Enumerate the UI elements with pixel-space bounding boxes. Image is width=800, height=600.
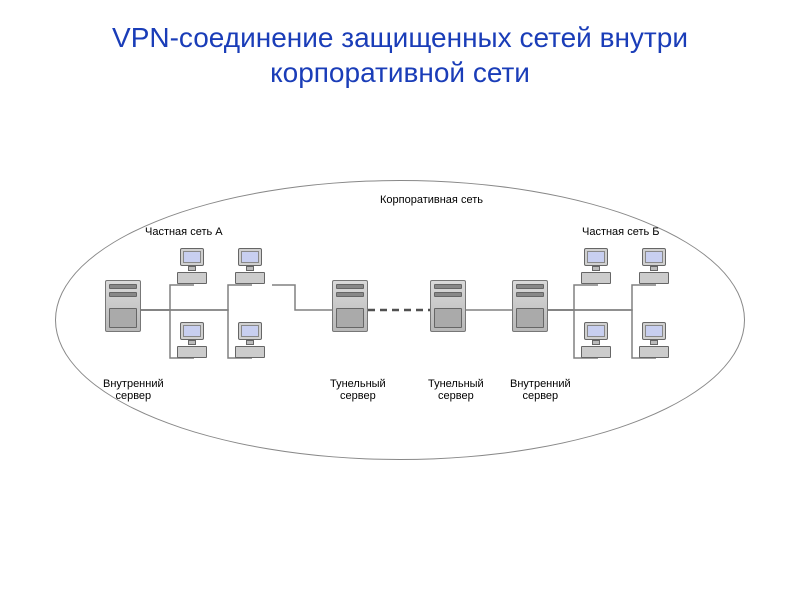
pc-icon [578,248,618,288]
server-icon [105,280,141,340]
label-net-a: Частная сеть А [145,226,223,238]
label-inner-server-b: Внутреннийсервер [510,378,571,402]
pc-icon [636,322,676,362]
pc-icon [578,322,618,362]
label-tunnel-server-b: Тунельныйсервер [428,378,484,402]
network-diagram: Корпоративная сеть Частная сеть А Частная … [0,150,800,530]
server-icon [430,280,466,340]
slide-title: VPN-соединение защищенных сетей внутри к… [0,0,800,100]
pc-icon [636,248,676,288]
label-net-b: Частная сеть Б [582,226,660,238]
pc-icon [232,248,272,288]
label-tunnel-server-a: Тунельныйсервер [330,378,386,402]
pc-icon [174,248,214,288]
server-icon [512,280,548,340]
label-inner-server-a: Внутреннийсервер [103,378,164,402]
pc-icon [232,322,272,362]
corporate-cloud-ellipse [55,180,745,460]
server-icon [332,280,368,340]
label-corp-network: Корпоративная сеть [380,194,483,206]
pc-icon [174,322,214,362]
